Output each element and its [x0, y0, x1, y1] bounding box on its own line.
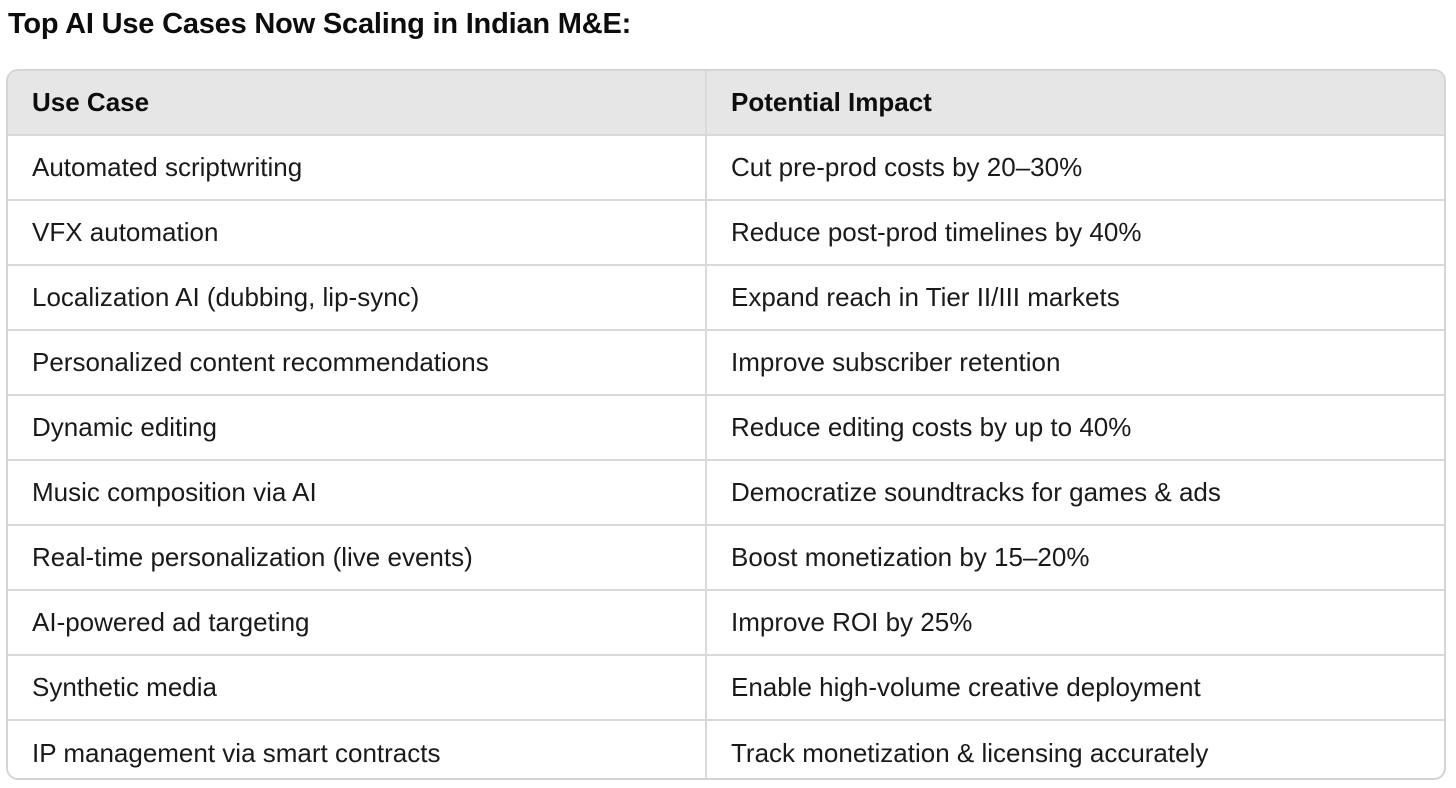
- table-row: Automated scriptwriting Cut pre-prod cos…: [8, 135, 1444, 201]
- table-row: VFX automation Reduce post-prod timeline…: [8, 200, 1444, 266]
- impact-cell: Reduce editing costs by up to 40%: [706, 395, 1444, 461]
- use-case-cell: Personalized content recommendations: [8, 330, 707, 396]
- table-header-row: Use Case Potential Impact: [8, 71, 1444, 136]
- impact-cell: Improve subscriber retention: [706, 330, 1444, 396]
- use-case-cell: Dynamic editing: [8, 395, 707, 461]
- table-row: Real-time personalization (live events) …: [8, 525, 1444, 591]
- use-case-cell: Real-time personalization (live events): [8, 525, 707, 591]
- impact-cell: Reduce post-prod timelines by 40%: [706, 200, 1444, 266]
- table-row: AI-powered ad targeting Improve ROI by 2…: [8, 590, 1444, 656]
- impact-cell: Expand reach in Tier II/III markets: [706, 265, 1444, 331]
- impact-cell: Boost monetization by 15–20%: [706, 525, 1444, 591]
- impact-cell: Democratize soundtracks for games & ads: [706, 460, 1444, 526]
- use-case-cell: VFX automation: [8, 200, 707, 266]
- table-row: Personalized content recommendations Imp…: [8, 330, 1444, 396]
- use-case-cell: Music composition via AI: [8, 460, 707, 526]
- use-case-cell: Automated scriptwriting: [8, 135, 707, 201]
- impact-cell: Cut pre-prod costs by 20–30%: [706, 135, 1444, 201]
- use-case-cell: AI-powered ad targeting: [8, 590, 707, 656]
- column-header-potential-impact: Potential Impact: [706, 71, 1444, 136]
- use-case-table-container: Use Case Potential Impact Automated scri…: [6, 69, 1446, 780]
- impact-cell: Improve ROI by 25%: [706, 590, 1444, 656]
- impact-cell: Enable high-volume creative deployment: [706, 655, 1444, 721]
- table-row: Dynamic editing Reduce editing costs by …: [8, 395, 1444, 461]
- table-row: Music composition via AI Democratize sou…: [8, 460, 1444, 526]
- impact-cell: Track monetization & licensing accuratel…: [731, 737, 1209, 768]
- use-case-table: Use Case Potential Impact Automated scri…: [8, 71, 1444, 778]
- table-row: Synthetic media Enable high-volume creat…: [8, 655, 1444, 721]
- use-case-cell: IP management via smart contracts: [8, 720, 707, 778]
- page-title: Top AI Use Cases Now Scaling in Indian M…: [8, 8, 632, 40]
- table-row: Localization AI (dubbing, lip-sync) Expa…: [8, 265, 1444, 331]
- column-header-use-case: Use Case: [8, 71, 707, 136]
- use-case-cell: Localization AI (dubbing, lip-sync): [8, 265, 707, 331]
- use-case-cell: Synthetic media: [8, 655, 707, 721]
- table-row: IP management via smart contracts Track …: [8, 720, 1444, 778]
